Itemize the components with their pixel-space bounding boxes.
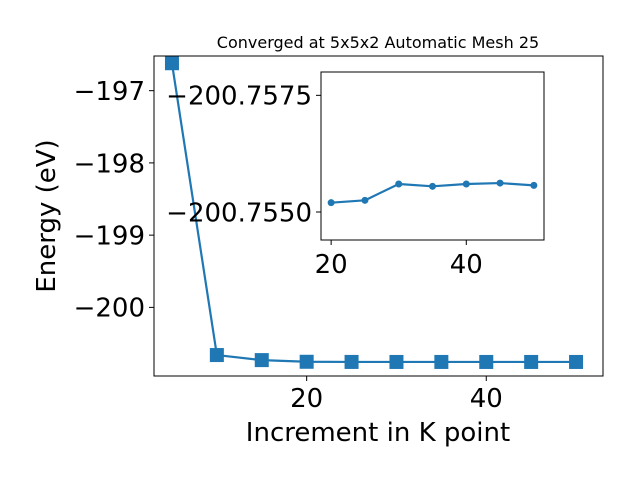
inset-x-tick-label: 20 [315,250,348,280]
y-axis-label: Energy (eV) [32,139,62,292]
inset-axes: 20 40 −200.7575−200.7550 [166,71,545,280]
inset-data-point [429,182,436,190]
main-x-ticks: 20 40 [290,376,503,414]
inset-x-ticks: 20 40 [315,240,483,280]
inset-background [321,72,544,240]
main-data-point [254,353,269,368]
main-data-point [389,354,404,369]
x-axis-label: Increment in K point [246,418,510,448]
main-data-point [344,354,359,369]
main-y-tick-label: −198 [74,149,145,179]
inset-data-point [327,199,335,207]
main-line-path [170,63,577,364]
main-data-point [569,354,584,369]
inset-y-ticks: −200.7575 −200.7550 [166,82,321,228]
inset-data-point [462,180,470,188]
inset-data-point [361,196,369,204]
main-data-point [164,56,179,71]
main-data-point [299,354,314,369]
main-axes: 20 40 −200−199−198−197 [74,55,604,414]
inset-series-markers [327,179,538,207]
main-x-tick-label: 40 [470,384,503,414]
main-x-tick-label: 20 [290,384,323,414]
chart-title: Converged at 5x5x2 Automatic Mesh 25 [217,33,539,52]
inset-data-point [395,180,403,188]
inset-y-tick-label: −200.7550 [166,198,312,228]
main-series-markers [164,56,584,369]
main-y-tick-label: −199 [74,222,145,252]
main-series-line [170,63,577,364]
main-y-tick-label: −200 [74,294,145,324]
main-data-point [434,354,449,369]
main-axes-frame [153,55,604,377]
inset-x-tick-label: 40 [450,250,483,280]
inset-data-point [530,181,538,189]
main-y-tick-label: −197 [74,77,145,107]
inset-data-point [496,179,504,187]
main-y-ticks: −200 −199 −198 −197 [74,77,154,324]
main-data-point [524,354,539,369]
inset-axes-frame [320,71,545,241]
main-data-point [479,354,494,369]
inset-y-tick-label: −200.7575 [166,82,312,112]
main-data-point [209,348,224,363]
